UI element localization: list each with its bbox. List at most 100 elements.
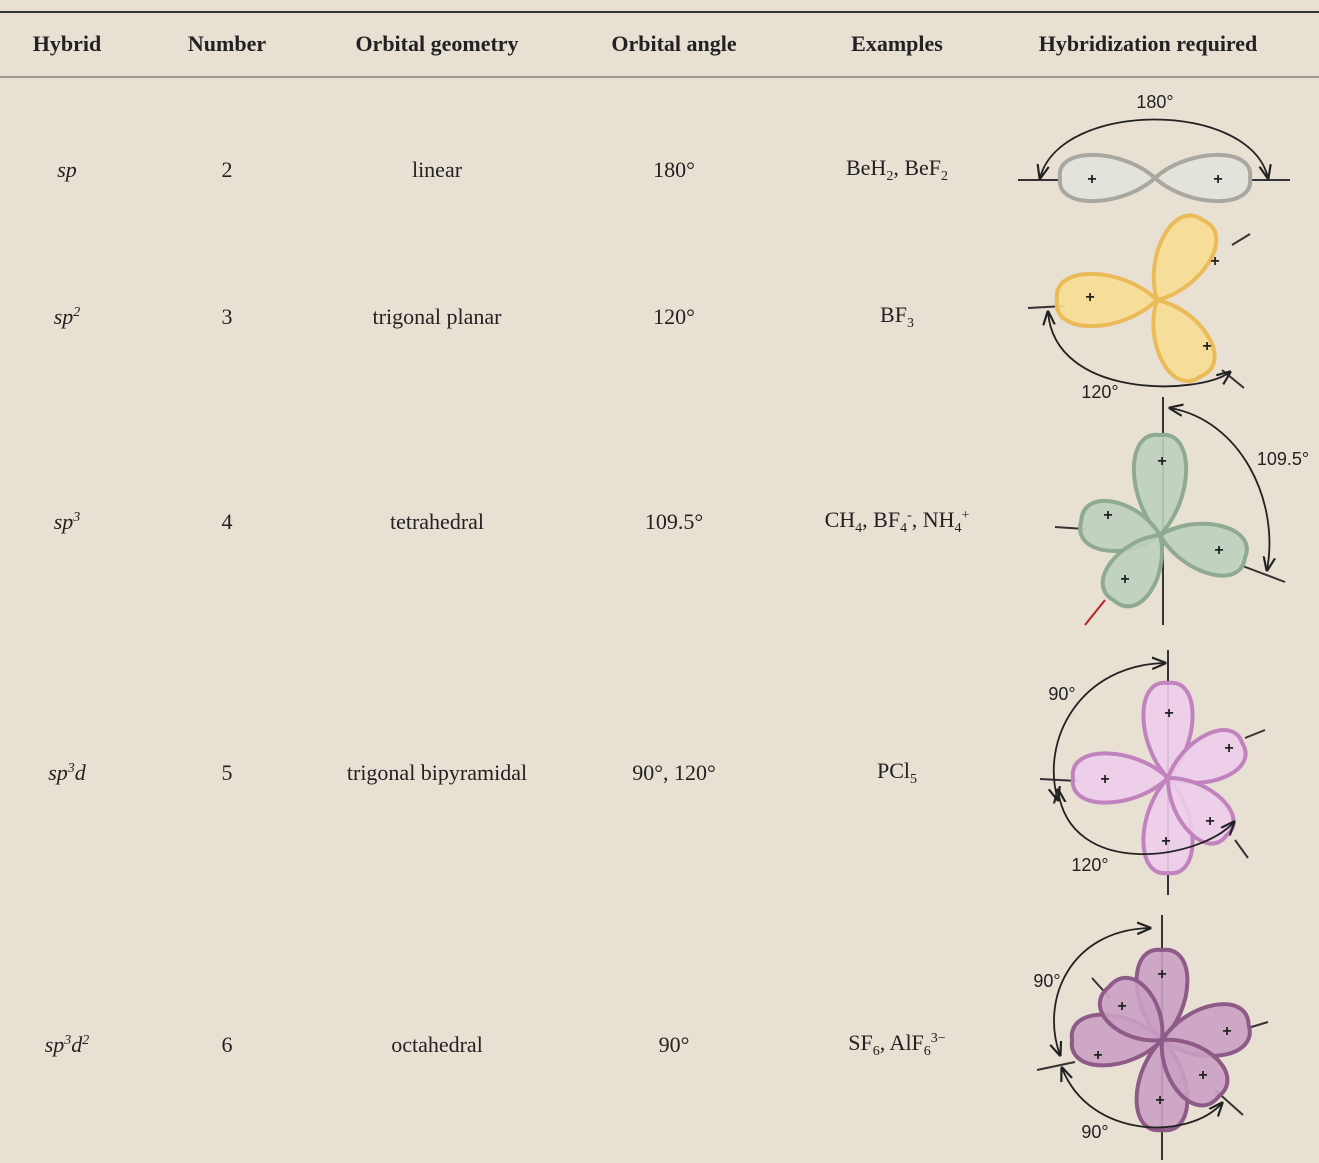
text-run: sp — [57, 157, 77, 182]
orbital-lobe — [1100, 532, 1164, 609]
plus-sign: + — [1157, 966, 1166, 983]
table-cell: 6 — [221, 1032, 233, 1057]
table-cell: 4 — [221, 509, 233, 534]
table-cell: SF6, AlF63− — [848, 1030, 945, 1060]
axis-line — [1084, 599, 1106, 626]
angle-arrow — [1054, 663, 1165, 800]
angle-arrow — [1062, 1068, 1222, 1129]
table-cell: 5 — [221, 760, 233, 785]
text-run: 3 — [906, 316, 914, 331]
plus-sign: + — [1117, 998, 1126, 1015]
table-cell: sp2 — [54, 304, 81, 330]
text-run: 3 — [67, 761, 75, 776]
plus-sign: + — [1214, 542, 1223, 559]
text-run: PCl — [876, 758, 911, 783]
axis-line — [1036, 1061, 1076, 1071]
text-run: BeH — [845, 155, 887, 180]
orbital-lobe — [1165, 728, 1248, 785]
table-cell: sp — [57, 157, 77, 183]
angle-arrow — [1170, 408, 1269, 570]
table-cell: 2 — [221, 157, 233, 182]
angle-arrow — [1054, 928, 1150, 1055]
table-cell: sp3 — [54, 509, 81, 535]
header-cell: Hybrid — [32, 31, 102, 56]
table-cell: sp3d2 — [45, 1032, 90, 1058]
orbital-diagrams: 180° + +120° + + +109.5° + + + +90° 120° + + + + +90° 90… — [1018, 92, 1309, 1160]
text-run: 3 — [64, 1033, 72, 1048]
axis-line — [1247, 1021, 1269, 1029]
header-cell: Examples — [851, 31, 943, 56]
axis-line — [1234, 839, 1249, 859]
plus-sign: + — [1157, 453, 1166, 470]
text-run: , AlF — [879, 1030, 924, 1055]
table-cell: trigonal bipyramidal — [346, 760, 528, 785]
orbital-lobe — [1054, 271, 1160, 329]
angle-label: 90° — [1048, 684, 1075, 704]
plus-sign: + — [1087, 171, 1096, 188]
table-cell: trigonal planar — [372, 304, 502, 329]
text-run: , NH — [911, 507, 955, 532]
axis-line — [1239, 564, 1286, 583]
text-run: 2 — [82, 1033, 90, 1048]
angle-arrow — [1040, 118, 1268, 179]
plus-sign: + — [1198, 1067, 1207, 1084]
angle-label: 120° — [1071, 855, 1108, 875]
axis-line — [1244, 729, 1266, 739]
plus-sign: + — [1120, 571, 1129, 588]
angle-label: 90° — [1081, 1122, 1108, 1142]
text-run: 3− — [930, 1031, 946, 1046]
plus-sign: + — [1222, 1023, 1231, 1040]
text-run: 2 — [941, 169, 949, 184]
plus-sign: + — [1093, 1047, 1102, 1064]
table-cell: sp3d — [48, 760, 86, 786]
text-run: sp — [53, 509, 74, 534]
text-run: d — [74, 760, 86, 785]
plus-sign: + — [1164, 705, 1173, 722]
text-run: 4 — [855, 521, 863, 536]
table-cell: PCl5 — [877, 758, 917, 788]
table-cell: 109.5° — [644, 509, 704, 534]
table-cell: 90°, 120° — [632, 760, 716, 785]
text-run: sp — [48, 760, 68, 785]
angle-arrow — [1048, 312, 1230, 388]
plus-sign: + — [1085, 289, 1094, 306]
text-run: SF — [848, 1030, 873, 1055]
table-cell: 180° — [653, 157, 695, 182]
header-cell: Hybridization required — [1038, 31, 1258, 56]
orbital-lobe — [1057, 152, 1158, 204]
text-run: 6 — [923, 1044, 931, 1059]
table-cell: 120° — [653, 304, 695, 329]
text-run: - — [907, 508, 912, 523]
orbital-lobe — [1152, 152, 1253, 204]
angle-label: 120° — [1081, 382, 1118, 402]
table-cell: 3 — [221, 304, 233, 329]
plus-sign: + — [1100, 771, 1109, 788]
angle-label: 109.5° — [1257, 449, 1309, 469]
text-run: BF — [880, 302, 907, 327]
header-cell: Number — [187, 31, 267, 56]
text-run: 4 — [900, 521, 908, 536]
header-cell: Orbital geometry — [355, 31, 519, 56]
orbital-lobe — [1151, 213, 1219, 303]
table-cell: BF3 — [880, 302, 914, 332]
plus-sign: + — [1155, 1092, 1164, 1109]
plus-sign: + — [1205, 813, 1214, 830]
text-run: + — [961, 508, 970, 523]
angle-arrow — [1058, 790, 1234, 856]
text-run: , BeF — [893, 155, 942, 180]
plus-sign: + — [1210, 253, 1219, 270]
text-run: 5 — [910, 772, 918, 787]
table-cell: octahedral — [391, 1032, 483, 1057]
text-run: d — [71, 1032, 83, 1057]
header-cell: Orbital angle — [611, 31, 737, 56]
text-run: sp — [44, 1032, 65, 1057]
text-run: 4 — [954, 521, 962, 536]
axis-line — [1221, 369, 1245, 389]
table-cell: linear — [411, 157, 463, 182]
axis-line — [1231, 233, 1251, 246]
table-cell: BeH2, BeF2 — [846, 155, 948, 185]
table-cell: 90° — [658, 1032, 690, 1057]
text-run: 6 — [872, 1044, 880, 1059]
